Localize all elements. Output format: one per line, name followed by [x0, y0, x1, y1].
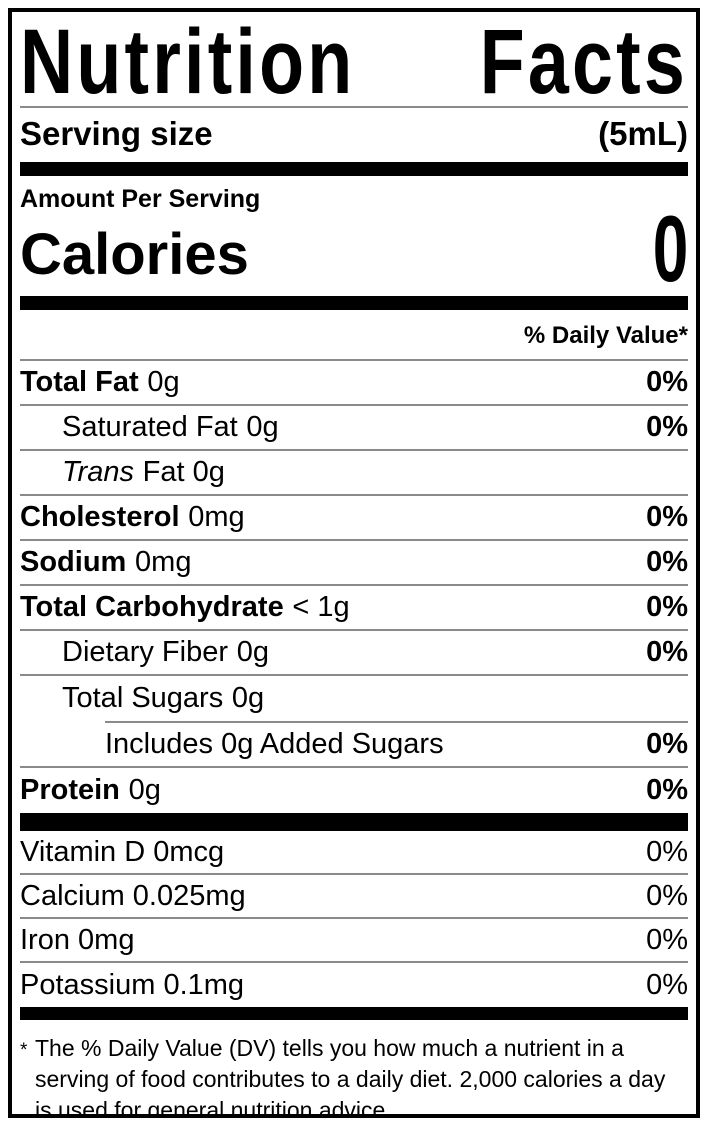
nutrient-name: Total Carbohydrate	[20, 591, 284, 623]
nutrient-dv: 0%	[646, 411, 688, 443]
micronutrient-dv: 0%	[646, 835, 688, 868]
serving-size-row: Serving size (5mL)	[20, 108, 688, 162]
footnote-asterisk: *	[20, 1040, 28, 1061]
micronutrient-dv: 0%	[646, 923, 688, 956]
nutrient-name: Cholesterol	[20, 501, 180, 533]
micronutrient-row-potassium: Potassium 0.1mg 0%	[20, 963, 688, 1007]
nutrient-dv: 0%	[646, 728, 688, 760]
nutrient-name: Trans	[62, 456, 134, 488]
micronutrient-name: Potassium 0.1mg	[20, 968, 245, 1001]
calories-label: Calories	[20, 222, 249, 287]
micronutrient-row-iron: Iron 0mg 0%	[20, 919, 688, 963]
nutrient-name: Dietary Fiber	[62, 636, 228, 668]
nutrient-amount: 0g	[231, 682, 265, 714]
micronutrient-row-calcium: Calcium 0.025mg 0%	[20, 875, 688, 919]
nutrient-dv: 0%	[646, 636, 688, 668]
serving-size-value: (5mL)	[598, 115, 688, 152]
nutrition-facts-label: Nutrition Facts Serving size (5mL) Amoun…	[8, 8, 700, 1118]
calories-value: 0	[652, 196, 688, 301]
nutrient-name: Total Fat	[20, 366, 139, 398]
thick-divider	[20, 813, 688, 831]
label-title: Nutrition Facts	[20, 18, 688, 106]
nutrient-amount: 0mg	[135, 546, 192, 578]
nutrient-row-trans-fat: Trans Fat 0g	[20, 451, 688, 496]
nutrient-amount: 0g	[246, 411, 279, 443]
nutrient-row-total-sugars: Total Sugars 0g	[20, 676, 688, 721]
nutrient-amount: 0g	[236, 636, 269, 668]
micronutrient-dv: 0%	[646, 879, 688, 912]
nutrient-row-cholesterol: Cholesterol 0mg 0%	[20, 496, 688, 541]
nutrient-name: Total Sugars	[62, 682, 224, 714]
nutrient-amount: Fat 0g	[142, 456, 225, 488]
nutrient-dv: 0%	[646, 774, 688, 806]
amount-per-serving-label: Amount Per Serving	[20, 185, 261, 213]
calories-block: Amount Per Serving Calories 0	[20, 176, 688, 296]
nutrient-amount: 0mg	[188, 501, 245, 533]
nutrient-row-protein: Protein 0g 0%	[20, 768, 688, 813]
nutrient-dv: 0%	[646, 366, 688, 398]
micronutrient-name: Calcium 0.025mg	[20, 879, 246, 912]
nutrient-dv: 0%	[646, 501, 688, 533]
nutrient-row-total-fat: Total Fat 0g 0%	[20, 361, 688, 406]
added-sugars-divider	[105, 721, 688, 723]
nutrient-name: Sodium	[20, 546, 127, 578]
nutrient-name: Includes 0g Added Sugars	[105, 728, 444, 760]
nutrient-row-sodium: Sodium 0mg 0%	[20, 541, 688, 586]
nutrient-amount: 0g	[147, 366, 180, 398]
thick-divider	[20, 1007, 688, 1020]
nutrient-row-dietary-fiber: Dietary Fiber 0g 0%	[20, 631, 688, 676]
nutrient-dv: 0%	[646, 591, 688, 623]
footnote: * The % Daily Value (DV) tells you how m…	[20, 1020, 688, 1118]
title-word-facts: Facts	[479, 18, 688, 106]
nutrient-row-added-sugars: Includes 0g Added Sugars 0%	[20, 723, 688, 768]
micronutrient-name: Iron 0mg	[20, 923, 135, 956]
nutrient-row-saturated-fat: Saturated Fat 0g 0%	[20, 406, 688, 451]
serving-size-label: Serving size	[20, 115, 213, 152]
nutrient-name: Protein	[20, 774, 120, 806]
nutrient-amount: 0g	[128, 774, 161, 806]
micronutrient-row-vitamin-d: Vitamin D 0mcg 0%	[20, 831, 688, 875]
nutrient-name: Saturated Fat	[62, 411, 238, 443]
nutrient-amount: < 1g	[292, 591, 350, 623]
thick-divider	[20, 296, 688, 310]
daily-value-header: % Daily Value*	[20, 310, 688, 361]
micronutrient-dv: 0%	[646, 968, 688, 1001]
nutrient-dv: 0%	[646, 546, 688, 578]
micronutrient-name: Vitamin D 0mcg	[20, 835, 225, 868]
title-word-nutrition: Nutrition	[20, 18, 356, 106]
footnote-text: The % Daily Value (DV) tells you how muc…	[35, 1035, 666, 1118]
nutrient-row-total-carbohydrate: Total Carbohydrate < 1g 0%	[20, 586, 688, 631]
thick-divider	[20, 162, 688, 176]
title-divider	[20, 106, 688, 108]
